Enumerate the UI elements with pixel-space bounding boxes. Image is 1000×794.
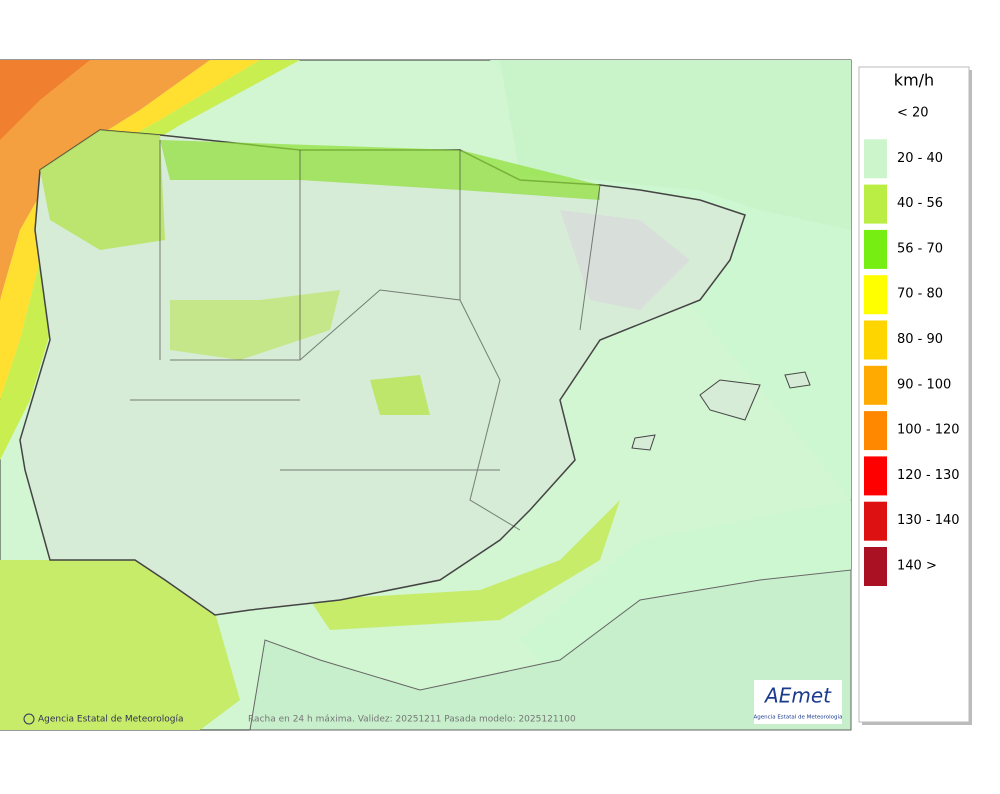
- legend-title: km/h: [894, 71, 934, 90]
- wind-area: [0, 560, 240, 730]
- africa: [249, 569, 852, 731]
- legend-swatch: [864, 139, 887, 179]
- sea: [490, 60, 851, 730]
- legend-swatch: [864, 94, 887, 133]
- legend-label: 90 - 100: [897, 377, 951, 392]
- legend-label: 40 - 56: [897, 196, 943, 211]
- logo-name: AEmet: [763, 684, 832, 708]
- wind-area: [310, 500, 620, 630]
- island: [699, 379, 761, 421]
- legend-label: 120 - 130: [897, 468, 960, 483]
- legend-label: 100 - 120: [897, 423, 960, 438]
- wind-area: [370, 375, 430, 415]
- legend-swatch: [864, 184, 887, 224]
- legend-label: 130 - 140: [897, 513, 960, 528]
- legend-label: 70 - 80: [897, 287, 943, 302]
- caption: Racha en 24 h máxima. Validez: 20251211 …: [248, 715, 576, 725]
- legend-swatch: [864, 365, 887, 405]
- legend-swatch: [864, 275, 887, 315]
- logo-subtitle: Agencia Estatal de Meteorología: [754, 714, 843, 721]
- wind-area: [0, 60, 260, 400]
- legend-label: < 20: [897, 106, 929, 121]
- legend-label: 56 - 70: [897, 241, 943, 256]
- legend-swatch: [864, 456, 887, 496]
- legend-label: 20 - 40: [897, 151, 943, 166]
- wind-area: [0, 60, 90, 140]
- legend-items: < 20 20 - 40 40 - 56 56 - 70 70 - 80 80 - 90 9…: [864, 94, 960, 586]
- copyright-icon: [23, 713, 35, 725]
- island: [631, 434, 656, 451]
- legend-label: 80 - 90: [897, 332, 943, 347]
- wind-area: [170, 290, 340, 360]
- map: [0, 59, 852, 731]
- wind-area: [160, 140, 600, 200]
- island: [784, 371, 811, 389]
- legend-swatch: [864, 320, 887, 360]
- logo-box: [754, 680, 842, 724]
- wind-area: [40, 130, 165, 250]
- borders: [130, 140, 601, 531]
- france: [500, 60, 851, 230]
- legend-swatch: [864, 411, 887, 451]
- relief: [560, 210, 690, 310]
- wind-area: [0, 60, 210, 300]
- credit: Agencia Estatal de Meteorología: [38, 715, 184, 725]
- legend-swatch: [864, 501, 887, 541]
- legend-swatch: [864, 547, 887, 586]
- legend-swatch: [864, 229, 887, 269]
- legend-label: 140 >: [897, 559, 937, 574]
